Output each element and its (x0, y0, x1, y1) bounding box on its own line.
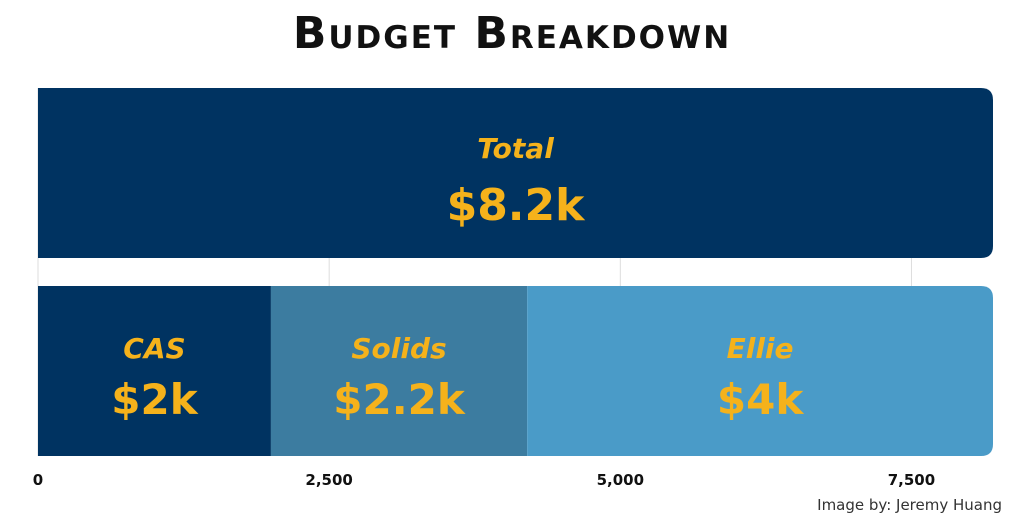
bars (38, 88, 993, 456)
x-tick-label-0: 0 (33, 471, 43, 489)
x-tick-label-3: 7,500 (888, 471, 935, 489)
bar-name-cas: CAS (123, 332, 185, 365)
bar-ellie (527, 286, 993, 456)
bar-total (38, 88, 993, 258)
x-axis-ticks: 0 2,500 5,000 7,500 (33, 471, 935, 489)
x-tick-label-2: 5,000 (597, 471, 644, 489)
bar-name-ellie: Ellie (727, 332, 794, 365)
bar-cas (38, 286, 271, 456)
bar-value-solids: $2.2k (333, 375, 466, 424)
bar-name-solids: Solids (351, 332, 446, 365)
bar-value-cas: $2k (111, 375, 198, 424)
bar-labels: Total $8.2k CAS $2k Solids $2.2k Ellie $4k (111, 132, 804, 424)
bar-value-ellie: $4k (717, 375, 804, 424)
x-tick-label-1: 2,500 (305, 471, 352, 489)
bar-solids (270, 286, 528, 456)
bar-value-total: $8.2k (447, 180, 587, 231)
bar-name-total: Total (477, 132, 554, 165)
chart-title: Budget Breakdown (292, 8, 732, 59)
image-credit: Image by: Jeremy Huang (817, 496, 1002, 514)
